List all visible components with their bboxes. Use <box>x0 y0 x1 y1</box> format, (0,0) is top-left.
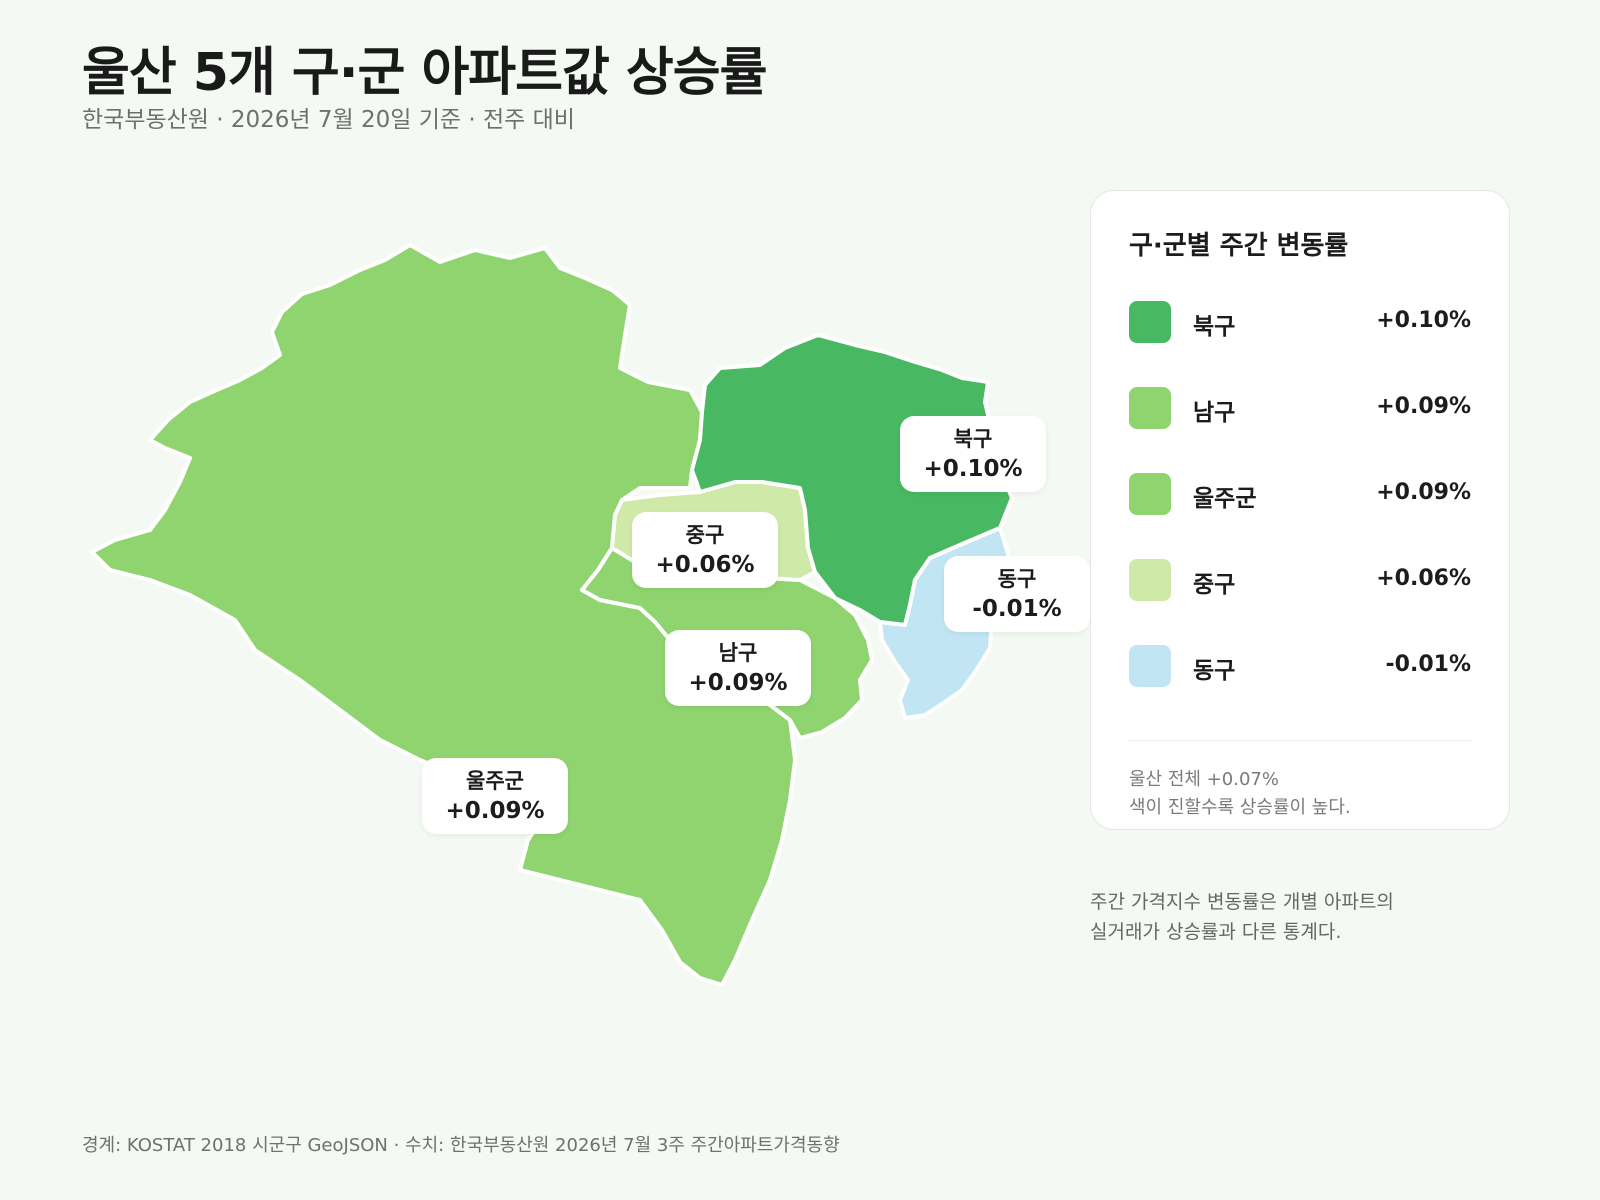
legend-item-name: 울주군 <box>1193 486 1257 512</box>
legend-swatch <box>1129 387 1171 429</box>
legend-item-jung-gu: 중구 +0.06% <box>1129 559 1471 603</box>
page-subtitle: 한국부동산원 · 2026년 7월 20일 기준 · 전주 대비 <box>82 107 575 133</box>
legend-item-name: 북구 <box>1193 314 1236 340</box>
legend-item-name: 동구 <box>1193 658 1236 684</box>
legend-item-dong-gu: 동구 -0.01% <box>1129 645 1471 689</box>
map-label-jung-gu: 중구 +0.06% <box>632 512 778 588</box>
legend-item-value: +0.09% <box>1376 480 1471 505</box>
map-label-buk-gu: 북구 +0.10% <box>900 416 1046 492</box>
legend-item-nam-gu: 남구 +0.09% <box>1129 387 1471 431</box>
page-title: 울산 5개 구·군 아파트값 상승률 <box>82 43 767 103</box>
side-note-line1: 주간 가격지수 변동률은 개별 아파트의 <box>1090 891 1394 913</box>
legend-item-name: 남구 <box>1193 400 1236 426</box>
map-label-name: 남구 <box>718 641 758 665</box>
legend-item-value: +0.06% <box>1376 566 1471 591</box>
map-label-name: 중구 <box>685 523 725 547</box>
legend-note-total: 울산 전체 +0.07% <box>1129 769 1279 790</box>
map-label-value: +0.06% <box>655 552 755 578</box>
legend-item-value: +0.09% <box>1376 394 1471 419</box>
legend-card: 구·군별 주간 변동률 북구 +0.10% 남구 +0.09% 울주군 +0.0… <box>1090 190 1510 830</box>
map-label-value: +0.09% <box>688 670 788 696</box>
map-label-name: 북구 <box>953 427 993 451</box>
legend-swatch <box>1129 645 1171 687</box>
source-footer: 경계: KOSTAT 2018 시군구 GeoJSON · 수치: 한국부동산원… <box>82 1135 840 1156</box>
legend-note-scale: 색이 진할수록 상승률이 높다. <box>1129 797 1351 818</box>
map-label-value: +0.09% <box>445 798 545 824</box>
legend-divider <box>1129 740 1471 741</box>
legend-item-ulju-gun: 울주군 +0.09% <box>1129 473 1471 517</box>
legend-item-value: +0.10% <box>1376 308 1471 333</box>
legend-swatch <box>1129 559 1171 601</box>
legend-item-name: 중구 <box>1193 572 1236 598</box>
map-label-name: 울주군 <box>466 769 524 793</box>
legend-item-buk-gu: 북구 +0.10% <box>1129 301 1471 345</box>
map-label-value: -0.01% <box>972 596 1062 622</box>
map-label-value: +0.10% <box>923 456 1023 482</box>
map-label-dong-gu: 동구 -0.01% <box>944 556 1090 632</box>
legend-title: 구·군별 주간 변동률 <box>1129 231 1349 261</box>
map-label-nam-gu: 남구 +0.09% <box>665 630 811 706</box>
legend-swatch <box>1129 301 1171 343</box>
map-label-ulju-gun: 울주군 +0.09% <box>422 758 568 834</box>
side-note-line2: 실거래가 상승률과 다른 통계다. <box>1090 921 1342 943</box>
legend-item-value: -0.01% <box>1385 652 1471 677</box>
legend-swatch <box>1129 473 1171 515</box>
map-label-name: 동구 <box>997 567 1037 591</box>
